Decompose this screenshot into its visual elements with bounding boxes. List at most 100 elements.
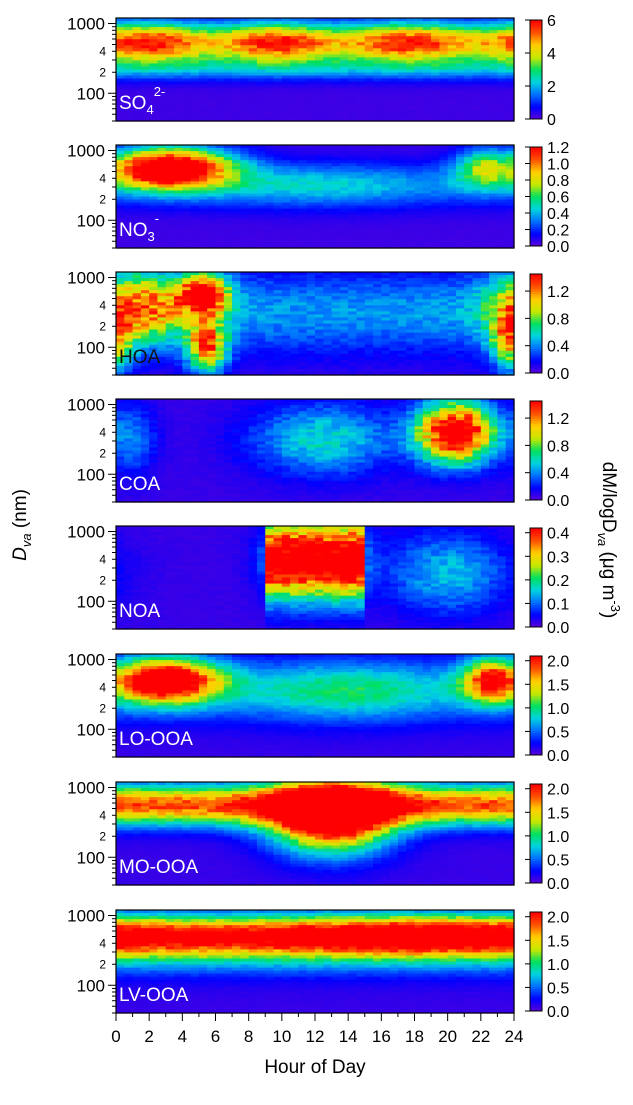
- colorbar-segment: [530, 114, 542, 118]
- heatmap-cell: [265, 18, 275, 22]
- heatmap-cell: [447, 202, 457, 207]
- heatmap-cell: [439, 87, 449, 92]
- heatmap-cell: [431, 223, 440, 228]
- heatmap-cell: [240, 66, 250, 71]
- heatmap-cell: [215, 39, 225, 43]
- heatmap-cell: [389, 72, 399, 77]
- heatmap-cell: [174, 114, 183, 119]
- heatmap-cell: [215, 78, 225, 83]
- colorbar-segment: [530, 67, 542, 71]
- heatmap-cell: [414, 60, 424, 65]
- heatmap-cell: [315, 211, 324, 216]
- heatmap-cell: [132, 99, 142, 104]
- heatmap-cell: [116, 151, 125, 155]
- heatmap-cell: [116, 51, 125, 55]
- heatmap-cell: [472, 72, 482, 77]
- heatmap-cell: [149, 235, 159, 240]
- heatmap-cell: [207, 157, 217, 161]
- heatmap-cell: [132, 24, 142, 28]
- heatmap-cell: [505, 87, 515, 92]
- heatmap-cell: [331, 175, 341, 179]
- heatmap-cell: [281, 39, 291, 43]
- heatmap-cell: [223, 84, 233, 89]
- heatmap-cell: [339, 81, 349, 86]
- heatmap-cell: [397, 187, 407, 192]
- heatmap-cell: [315, 108, 324, 113]
- heatmap-cell: [348, 244, 358, 249]
- heatmap-cell: [273, 45, 283, 49]
- heatmap-cell: [339, 27, 349, 31]
- heatmap-cell: [174, 102, 183, 107]
- heatmap-cell: [422, 21, 432, 25]
- heatmap-cell: [331, 87, 341, 92]
- heatmap-cell: [364, 90, 374, 95]
- heatmap-cell: [116, 54, 125, 58]
- colorbar-segment: [530, 71, 542, 75]
- heatmap-cell: [140, 214, 150, 219]
- heatmap-cell: [174, 226, 183, 231]
- heatmap-cell: [157, 63, 167, 68]
- heatmap-cell: [348, 226, 358, 231]
- heatmap-cell: [140, 190, 150, 195]
- heatmap-cell: [315, 87, 324, 92]
- heatmap-cell: [455, 220, 465, 225]
- heatmap-cell: [497, 21, 507, 25]
- heatmap-cell: [223, 75, 233, 80]
- heatmap-cell: [124, 178, 134, 182]
- heatmap-cell: [248, 30, 258, 34]
- heatmap-cell: [406, 217, 416, 222]
- heatmap-cell: [215, 184, 225, 189]
- heatmap-cell: [273, 244, 283, 249]
- heatmap-cell: [505, 33, 515, 37]
- heatmap-cell: [356, 105, 366, 110]
- heatmap-cell: [215, 33, 225, 37]
- heatmap-cell: [124, 75, 134, 80]
- heatmap-cell: [406, 93, 416, 98]
- heatmap-cell: [381, 205, 391, 210]
- heatmap-cell: [149, 78, 159, 83]
- heatmap-cell: [422, 223, 432, 228]
- heatmap-cell: [356, 235, 366, 240]
- heatmap-cell: [240, 63, 250, 68]
- heatmap-cell: [140, 193, 150, 198]
- heatmap-cell: [174, 99, 183, 104]
- heatmap-cell: [480, 96, 490, 101]
- heatmap-cell: [414, 187, 424, 192]
- heatmap-cell: [472, 78, 482, 83]
- heatmap-cell: [439, 145, 449, 149]
- heatmap-cell: [315, 202, 324, 207]
- heatmap-cell: [256, 87, 266, 92]
- heatmap-cell: [198, 223, 208, 228]
- heatmap-cell: [422, 57, 432, 62]
- heatmap-cell: [364, 33, 374, 37]
- heatmap-cell: [348, 160, 358, 164]
- heatmap-cell: [265, 51, 275, 55]
- heatmap-cell: [406, 220, 416, 225]
- heatmap-cell: [157, 27, 167, 31]
- heatmap-cell: [464, 24, 474, 28]
- heatmap-cell: [140, 90, 150, 95]
- heatmap-cell: [290, 232, 300, 237]
- heatmap-cell: [157, 60, 167, 65]
- heatmap-cell: [431, 226, 440, 231]
- heatmap-cell: [406, 105, 416, 110]
- heatmap-cell: [397, 60, 407, 65]
- heatmap-cell: [215, 87, 225, 92]
- heatmap-cell: [140, 229, 150, 234]
- heatmap-cell: [207, 166, 217, 170]
- heatmap-cell: [174, 199, 183, 204]
- heatmap-cell: [190, 72, 200, 77]
- heatmap-cell: [256, 235, 266, 240]
- heatmap-cell: [464, 30, 474, 34]
- heatmap-cell: [265, 81, 275, 86]
- heatmap-cell: [406, 157, 416, 161]
- heatmap-cell: [232, 244, 241, 249]
- heatmap-cell: [116, 36, 125, 40]
- heatmap-cell: [364, 84, 374, 89]
- heatmap-cell: [447, 84, 457, 89]
- heatmap-cell: [306, 72, 316, 77]
- colorbar-segment: [530, 64, 542, 68]
- heatmap-cell: [323, 229, 333, 234]
- heatmap-cell: [373, 18, 382, 22]
- heatmap-cell: [397, 178, 407, 182]
